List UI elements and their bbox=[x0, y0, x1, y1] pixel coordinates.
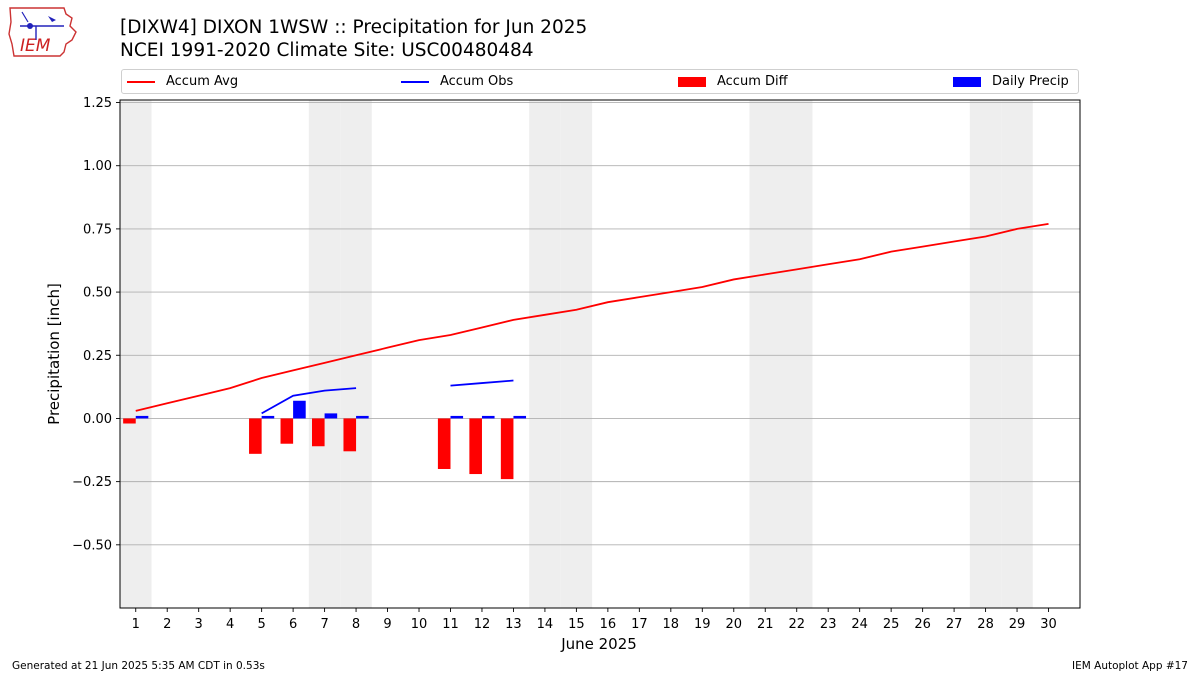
x-tick-label: 17 bbox=[631, 617, 648, 632]
y-axis-label: Precipitation [inch] bbox=[45, 283, 63, 425]
x-tick-label: 8 bbox=[352, 617, 360, 632]
accum-obs-line bbox=[450, 379, 514, 387]
daily-precip-bar bbox=[261, 415, 275, 419]
weekend-shade bbox=[969, 100, 1002, 608]
plot-frame bbox=[119, 99, 1081, 609]
x-tick-label: 1 bbox=[132, 617, 140, 632]
footer-app-id: IEM Autoplot App #17 bbox=[1072, 660, 1188, 672]
accum-avg-line bbox=[135, 222, 1049, 412]
weekend-shade bbox=[529, 100, 561, 608]
legend-item-daily-precip: Daily Precip bbox=[953, 70, 1069, 93]
x-tick-label: 23 bbox=[820, 617, 837, 632]
x-tick-label: 29 bbox=[1009, 617, 1026, 632]
weekend-shade bbox=[120, 100, 152, 608]
accum-diff-bar bbox=[249, 418, 262, 454]
y-tick-label: −0.50 bbox=[72, 538, 112, 553]
x-tick-label: 4 bbox=[226, 617, 234, 632]
x-tick-label: 26 bbox=[914, 617, 931, 632]
weekend-shade bbox=[780, 100, 813, 608]
x-tick-label: 12 bbox=[474, 617, 491, 632]
logo-text: IEM bbox=[20, 36, 51, 56]
legend-line-icon bbox=[127, 80, 155, 83]
weekend-shade bbox=[1001, 100, 1033, 608]
daily-precip-bar bbox=[135, 415, 149, 419]
x-tick-label: 6 bbox=[289, 617, 297, 632]
legend-label: Accum Obs bbox=[440, 74, 514, 89]
accum-diff-bar bbox=[437, 418, 451, 469]
x-tick-label: 11 bbox=[442, 617, 459, 632]
weekend-shade bbox=[749, 100, 781, 608]
legend-item-accum-diff: Accum Diff bbox=[678, 70, 788, 93]
x-tick-label: 14 bbox=[537, 617, 554, 632]
iem-logo: IEM bbox=[6, 4, 82, 60]
legend-patch-icon bbox=[678, 76, 706, 87]
x-tick-label: 10 bbox=[411, 617, 428, 632]
x-tick-label: 9 bbox=[383, 617, 391, 632]
x-tick-label: 15 bbox=[568, 617, 585, 632]
accum-diff-bar bbox=[343, 418, 357, 452]
weekend-shade bbox=[340, 100, 372, 608]
legend-line-icon bbox=[401, 80, 429, 83]
chart-legend: Accum Avg Accum Obs Accum Diff Daily Pre… bbox=[121, 69, 1079, 94]
x-tick-label: 19 bbox=[694, 617, 711, 632]
daily-precip-bar bbox=[324, 413, 338, 419]
x-tick-label: 21 bbox=[757, 617, 774, 632]
legend-label: Accum Avg bbox=[166, 74, 239, 89]
x-tick-label: 20 bbox=[725, 617, 742, 632]
daily-precip-bar bbox=[450, 415, 464, 419]
x-tick-label: 7 bbox=[320, 617, 328, 632]
y-tick-label: 1.25 bbox=[83, 96, 112, 111]
x-tick-label: 13 bbox=[505, 617, 522, 632]
legend-item-accum-avg: Accum Avg bbox=[127, 70, 238, 93]
x-tick-label: 18 bbox=[663, 617, 680, 632]
accum-diff-bar bbox=[500, 418, 514, 480]
x-axis-label: June 2025 bbox=[560, 635, 637, 653]
daily-precip-bar bbox=[513, 415, 527, 419]
chart-title: [DIXW4] DIXON 1WSW :: Precipitation for … bbox=[120, 17, 588, 38]
weekend-shade bbox=[308, 100, 341, 608]
legend-label: Daily Precip bbox=[992, 74, 1069, 89]
accum-diff-bar bbox=[469, 418, 482, 475]
x-tick-label: 28 bbox=[977, 617, 994, 632]
footer-generated: Generated at 21 Jun 2025 5:35 AM CDT in … bbox=[12, 660, 265, 672]
y-tick-label: 0.00 bbox=[83, 412, 112, 427]
x-tick-label: 3 bbox=[195, 617, 203, 632]
legend-label: Accum Diff bbox=[717, 74, 788, 89]
x-tick-label: 25 bbox=[883, 617, 900, 632]
y-tick-label: 0.50 bbox=[83, 286, 112, 301]
y-tick-label: 0.75 bbox=[83, 222, 112, 237]
daily-precip-bar bbox=[481, 415, 495, 419]
y-tick-label: −0.25 bbox=[72, 475, 112, 490]
x-tick-label: 27 bbox=[946, 617, 963, 632]
y-tick-label: 1.00 bbox=[83, 159, 112, 174]
state-outline-icon bbox=[8, 7, 77, 57]
accum-diff-bar bbox=[280, 418, 294, 444]
daily-precip-bar bbox=[293, 400, 306, 419]
weekend-shade bbox=[560, 100, 593, 608]
legend-item-accum-obs: Accum Obs bbox=[401, 70, 513, 93]
accum-obs-line bbox=[261, 387, 357, 415]
x-tick-label: 22 bbox=[788, 617, 805, 632]
x-tick-label: 30 bbox=[1040, 617, 1057, 632]
accum-diff-bar bbox=[123, 418, 136, 424]
legend-patch-icon bbox=[953, 76, 981, 87]
chart-subtitle: NCEI 1991-2020 Climate Site: USC00480484 bbox=[120, 40, 534, 61]
accum-diff-bar bbox=[312, 418, 325, 447]
x-tick-label: 2 bbox=[163, 617, 171, 632]
y-tick-label: 0.25 bbox=[83, 349, 112, 364]
daily-precip-bar bbox=[356, 415, 369, 419]
x-tick-label: 16 bbox=[600, 617, 617, 632]
x-tick-label: 24 bbox=[851, 617, 868, 632]
x-tick-label: 5 bbox=[257, 617, 265, 632]
